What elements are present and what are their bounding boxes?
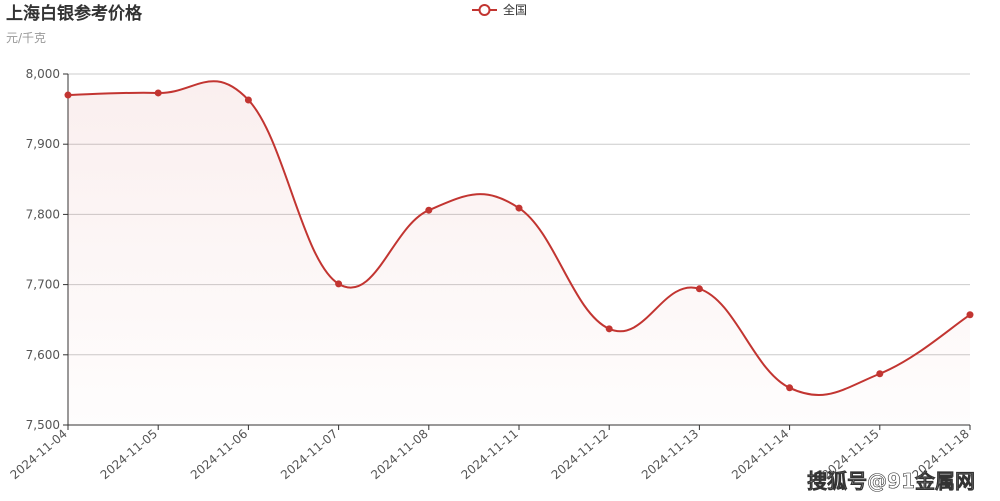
x-tick-label: 2024-11-06 [188,427,250,483]
x-tick-label: 2024-11-04 [7,427,69,483]
point [335,280,343,288]
x-tick-label: 2024-11-12 [549,427,611,483]
x-tick-label: 2024-11-11 [458,427,520,483]
x-tick-label: 2024-11-13 [639,427,701,483]
x-tick-label: 2024-11-05 [98,427,160,483]
x-tick-label: 2024-11-14 [729,427,791,483]
point [876,370,884,378]
point [786,384,794,392]
y-tick-label: 7,500 [26,418,60,432]
point [515,204,523,212]
point [605,325,613,333]
point [966,311,974,319]
chart-title: 上海白银参考价格 [6,3,143,24]
point [244,96,252,104]
y-tick-label: 7,700 [26,278,60,292]
y-tick-label: 7,900 [26,137,60,151]
watermark: 搜狐号@91金属网 [807,469,975,493]
y-tick-label: 8,000 [26,67,60,81]
x-tick-label: 2024-11-07 [278,427,340,483]
area [68,81,970,426]
x-tick-label: 2024-11-08 [368,427,430,483]
point [154,89,162,97]
point [695,285,703,293]
y-tick-label: 7,600 [26,348,60,362]
point [64,91,72,99]
chart-subtitle: 元/千克 [6,31,46,45]
legend-label: 全国 [503,2,527,17]
legend-marker [478,4,491,16]
point [425,206,433,214]
y-tick-label: 7,800 [26,207,60,221]
